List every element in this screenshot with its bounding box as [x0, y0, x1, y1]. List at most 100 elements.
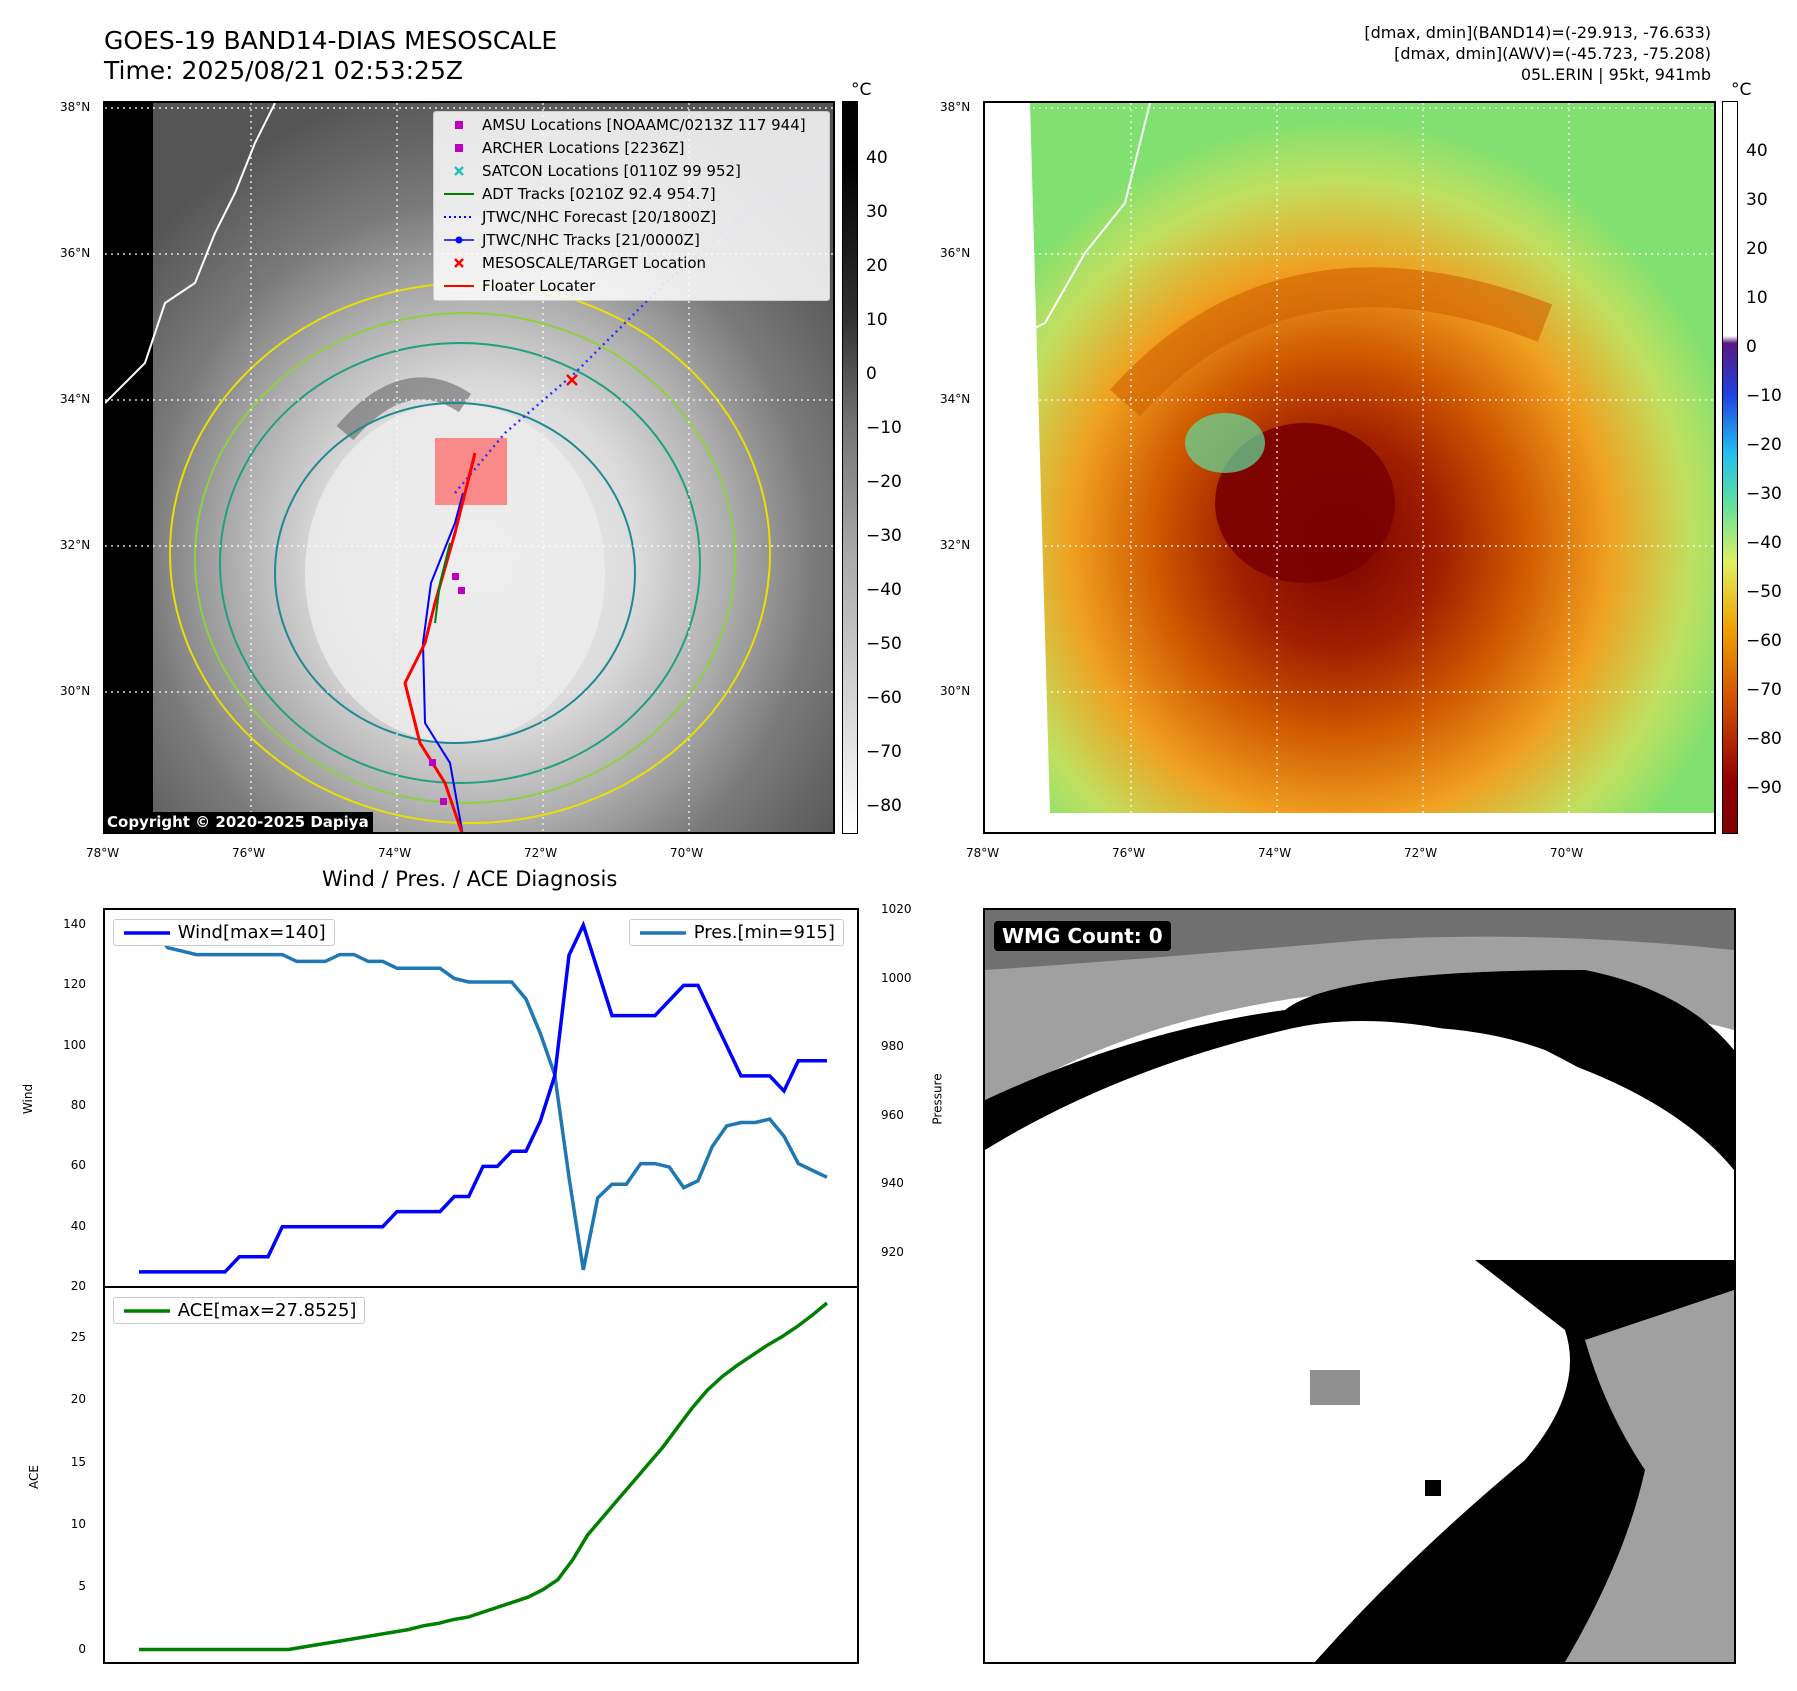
lon-tick: 78°W	[86, 846, 120, 860]
info-line-1: [dmax, dmin](BAND14)=(-29.913, -76.633)	[1364, 23, 1711, 42]
wind-legend: Wind[max=140]	[113, 919, 335, 946]
colorbar-tick: −40	[866, 580, 902, 600]
awv-map-svg	[985, 103, 1714, 832]
colorbar-unit: °C	[851, 80, 872, 100]
colorbar-tick: −20	[1746, 435, 1782, 455]
colorbar-tick: −50	[1746, 582, 1782, 602]
colorbar-tick: −10	[866, 418, 902, 438]
axis-tick-label: 80	[70, 1098, 86, 1113]
lon-tick: 70°W	[1550, 846, 1584, 860]
colorbar-tick: −20	[866, 472, 902, 492]
lon-tick: 74°W	[378, 846, 412, 860]
colorbar-tick: −90	[1746, 778, 1782, 798]
lat-tick: 30°N	[940, 684, 971, 698]
ace-plot	[139, 1301, 829, 1652]
axis-tick-label: 1020	[881, 902, 912, 916]
coastline	[985, 103, 1151, 354]
square-marker-icon	[455, 121, 463, 129]
axis-tick-label: 15	[70, 1454, 86, 1469]
colorbar-unit: °C	[1731, 80, 1752, 100]
axis-tick-label: 20	[70, 1392, 86, 1407]
diagnosis-title: Wind / Pres. / ACE Diagnosis	[322, 867, 618, 891]
lon-tick: 72°W	[1404, 846, 1438, 860]
axis-tick-label: 920	[881, 1244, 904, 1259]
ir-colorbar	[842, 101, 858, 834]
line-marker-icon	[124, 931, 170, 935]
wind-pres-panel	[103, 908, 859, 1288]
axis-tick-label: 960	[881, 1107, 904, 1122]
contour-teal-inner	[274, 402, 636, 744]
axis-tick-label: 940	[881, 1176, 904, 1191]
axis-tick-label: 140	[63, 917, 86, 932]
axis-tick-label: 5	[78, 1579, 86, 1594]
axis-tick-label: 60	[70, 1158, 86, 1173]
axis-tick-label: 1000	[881, 970, 912, 985]
legend-amsu: AMSU Locations [NOAAMC/0213Z 117 944]	[434, 114, 829, 137]
coastline	[105, 103, 276, 404]
legend-forecast: JTWC/NHC Forecast [20/1800Z]	[434, 206, 829, 229]
colorbar-tick: −60	[1746, 631, 1782, 651]
awv-map	[983, 101, 1716, 834]
square-marker-icon	[455, 144, 463, 152]
adt-track	[434, 542, 451, 624]
x-marker-icon	[454, 258, 464, 268]
lat-tick: 32°N	[60, 538, 91, 552]
colorbar-tick: 0	[866, 364, 877, 384]
title-line-2: Time: 2025/08/21 02:53:25Z	[104, 56, 463, 85]
ace-series-line	[139, 1301, 829, 1652]
lat-tick: 38°N	[940, 100, 971, 114]
colorbar-tick: −50	[866, 634, 902, 654]
pressure-axis-label: Pressure	[930, 1073, 945, 1125]
axis-tick-label: 100	[63, 1037, 86, 1052]
colorbar-tick: 10	[866, 310, 888, 330]
lat-tick: 36°N	[60, 246, 91, 260]
line-marker-icon	[640, 931, 686, 935]
lon-tick: 74°W	[1258, 846, 1292, 860]
lon-tick: 76°W	[232, 846, 266, 860]
copyright-label: Copyright © 2020-2025 Dapiya	[103, 812, 373, 832]
wmg-image	[985, 910, 1734, 1662]
figure-title: GOES-19 BAND14-DIAS MESOSCALE Time: 2025…	[104, 26, 557, 86]
lat-tick: 36°N	[940, 246, 971, 260]
title-line-1: GOES-19 BAND14-DIAS MESOSCALE	[104, 26, 558, 55]
line-marker-icon	[444, 193, 474, 195]
lat-tick: 34°N	[940, 392, 971, 406]
info-line-2: [dmax, dmin](AWV)=(-45.723, -75.208)	[1394, 44, 1711, 63]
axis-tick-label: 980	[881, 1039, 904, 1054]
colorbar-tick: −80	[1746, 729, 1782, 749]
map-legend: AMSU Locations [NOAAMC/0213Z 117 944] AR…	[433, 111, 830, 301]
legend-floater: Floater Locater	[434, 275, 829, 298]
pressure-series-line	[139, 925, 828, 1271]
wind-pres-plot	[139, 920, 828, 1274]
colorbar-tick: −40	[1746, 533, 1782, 553]
colorbar-tick: 30	[1746, 190, 1768, 210]
jtwc-track	[421, 492, 464, 832]
colorbar-tick: −60	[866, 688, 902, 708]
ace-legend: ACE[max=27.8525]	[113, 1297, 366, 1324]
lat-tick: 38°N	[60, 100, 91, 114]
wind-series-line	[139, 920, 827, 1274]
colorbar-tick: 30	[866, 202, 888, 222]
line-marker-icon	[124, 1309, 170, 1313]
legend-adt: ADT Tracks [0210Z 92.4 954.7]	[434, 183, 829, 206]
colorbar-tick: 0	[1746, 337, 1757, 357]
colorbar-tick: 40	[866, 148, 888, 168]
dot-line-icon	[444, 236, 474, 244]
contour-lightgreen	[194, 312, 736, 804]
axis-tick-label: 10	[70, 1516, 86, 1531]
legend-target: MESOSCALE/TARGET Location	[434, 252, 829, 275]
lat-tick: 32°N	[940, 538, 971, 552]
colorbar-tick: 20	[1746, 239, 1768, 259]
colorbar-tick: −10	[1746, 386, 1782, 406]
axis-tick-label: 20	[70, 1279, 86, 1293]
ace-axis-label: ACE	[26, 1465, 41, 1489]
axis-tick-label: 120	[63, 977, 86, 992]
amsu-markers	[429, 573, 465, 805]
lon-tick: 76°W	[1112, 846, 1146, 860]
contour-teal	[219, 342, 701, 784]
dotted-line-icon	[444, 216, 474, 218]
awv-colorbar	[1722, 101, 1738, 834]
lat-tick: 34°N	[60, 392, 91, 406]
legend-tracks: JTWC/NHC Tracks [21/0000Z]	[434, 229, 829, 252]
ace-panel	[103, 1286, 859, 1664]
